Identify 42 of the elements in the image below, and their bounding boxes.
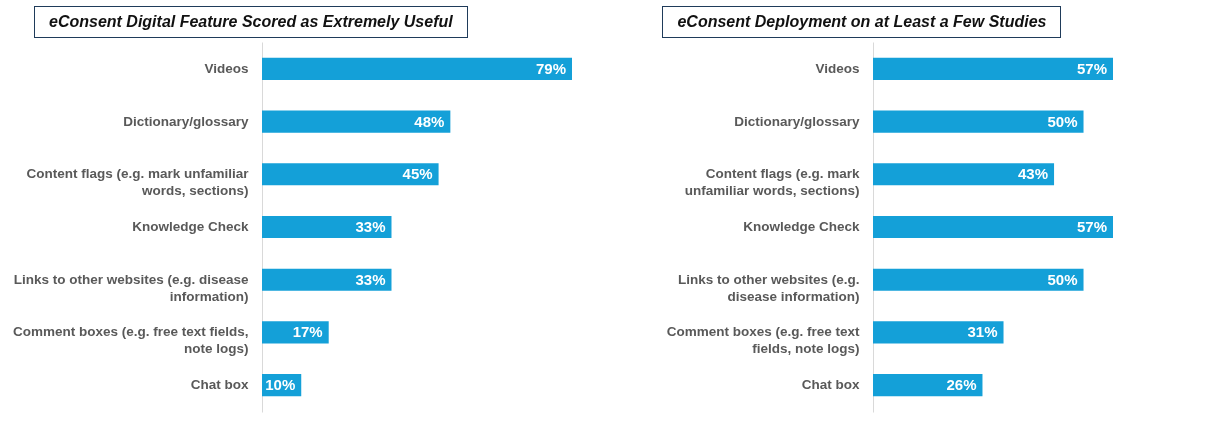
bar (873, 374, 983, 397)
y-tick-label: Knowledge Check (743, 219, 861, 234)
y-tick-label: Comment boxes (e.g. free text fields, note logs) (667, 324, 861, 357)
y-tick-label: Chat box (190, 377, 249, 393)
y-tick-label: Links to other websites (e.g. disease information) (13, 271, 249, 304)
data-label: 33% (355, 270, 386, 288)
y-tick-label: Chat box (802, 377, 861, 393)
y-tick-label: Content flags (e.g. mark unfamiliar words, sections) (685, 166, 861, 199)
data-label: 33% (355, 218, 386, 235)
bar (873, 57, 1114, 80)
data-label: 48% (414, 112, 445, 130)
data-label: 45% (402, 165, 433, 183)
y-tick-label: Dictionary/glossary (123, 113, 249, 129)
bar (262, 110, 451, 133)
y-tick-label: Links to other websites (e.g. disease information) (678, 271, 860, 304)
bar (873, 215, 1114, 239)
y-tick-label: Dictionary/glossary (734, 113, 861, 129)
data-label: 57% (1077, 59, 1108, 77)
y-tick-label: Videos (204, 60, 249, 76)
y-tick-label: Comment boxes (e.g. free text fields, note logs) (12, 324, 249, 357)
bar (262, 57, 572, 80)
data-label: 79% (535, 59, 566, 77)
data-label: 50% (1047, 112, 1078, 130)
chart-title: eConsent Deployment on at Least a Few Studies (662, 6, 1062, 38)
data-label: 10% (265, 376, 296, 394)
data-label: 31% (967, 323, 998, 341)
data-label: 57% (1077, 218, 1108, 235)
bar (873, 321, 1004, 344)
data-label: 50% (1047, 270, 1078, 288)
data-label: 17% (292, 323, 323, 341)
bar (873, 268, 1084, 291)
y-tick-label: Knowledge Check (132, 219, 249, 234)
y-tick-label: Videos (815, 60, 860, 76)
data-label: 26% (946, 376, 977, 394)
bar (262, 163, 439, 186)
y-tick-label: Content flags (e.g. mark unfamiliar words, sections) (26, 166, 250, 199)
chart-title: eConsent Digital Feature Scored as Extremely Useful (34, 6, 468, 38)
bar (262, 215, 392, 239)
bar (873, 110, 1084, 133)
bar (873, 163, 1055, 186)
data-label: 43% (1018, 165, 1049, 183)
bar (262, 268, 392, 291)
